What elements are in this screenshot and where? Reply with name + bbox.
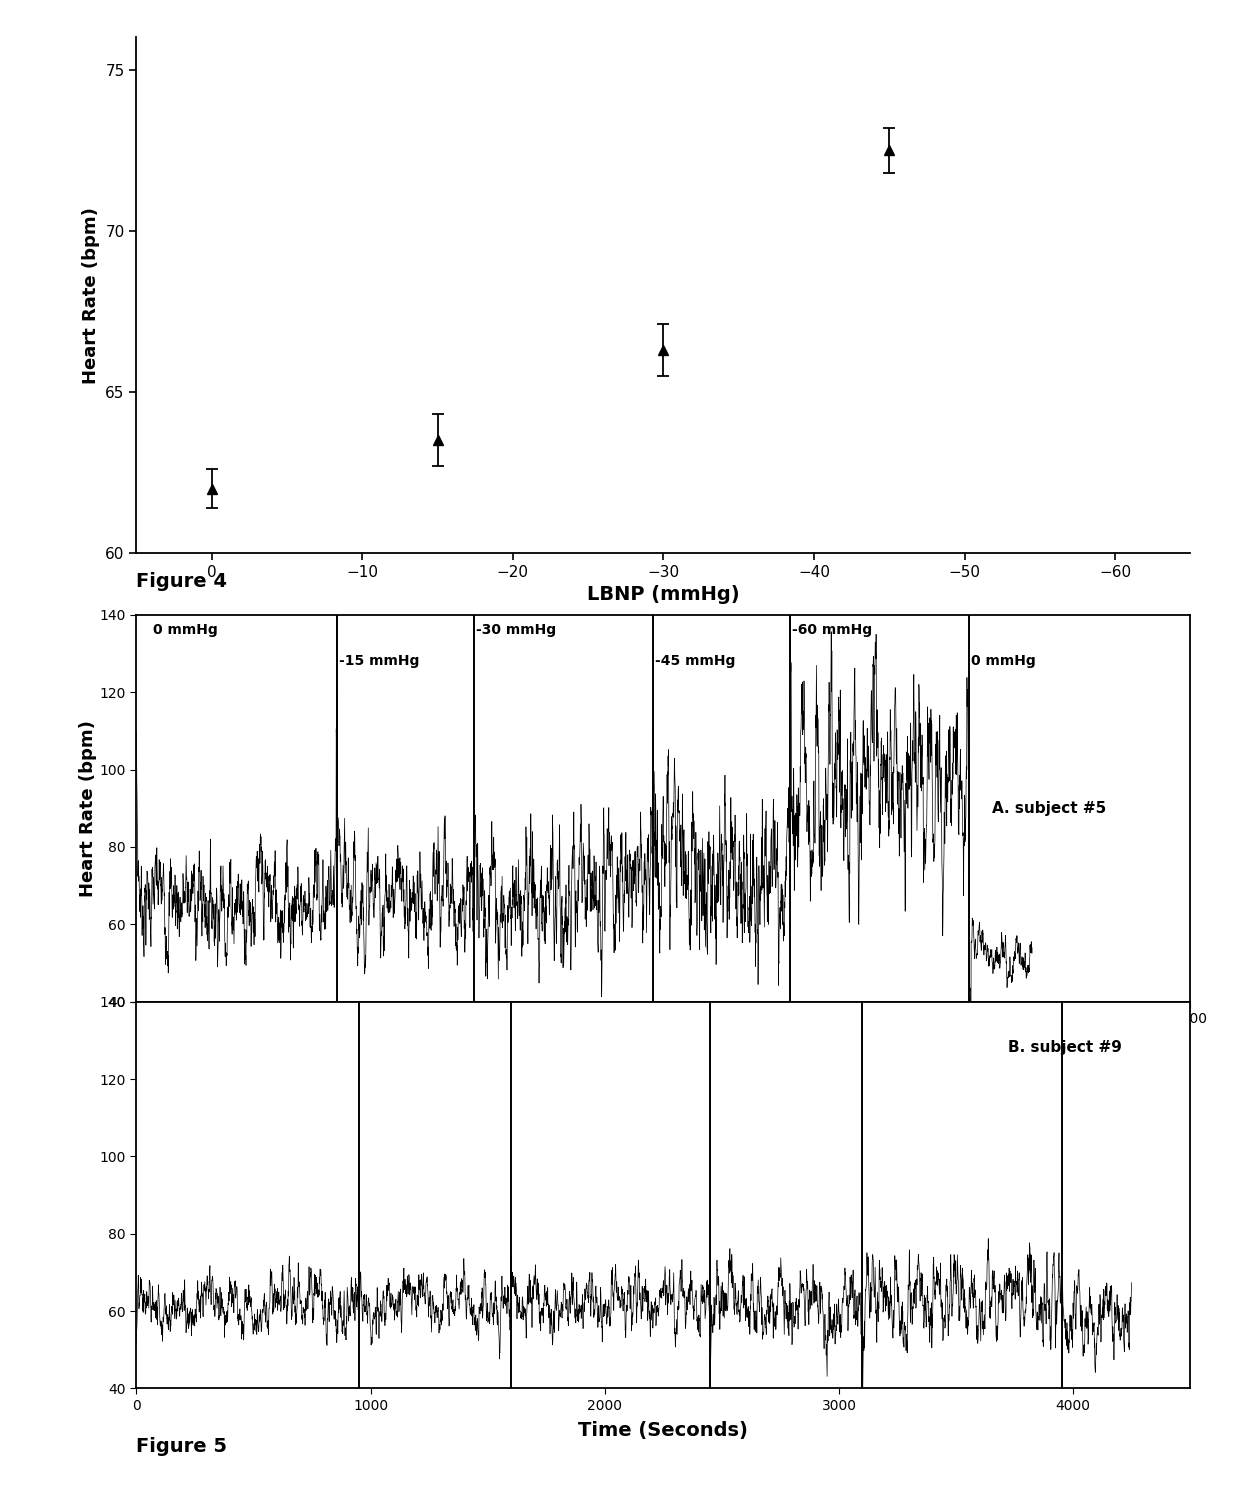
- Text: Figure 4: Figure 4: [136, 572, 227, 591]
- Text: -15 mmHg: -15 mmHg: [339, 654, 419, 667]
- Y-axis label: Heart Rate (bpm): Heart Rate (bpm): [79, 720, 97, 897]
- Text: 0 mmHg: 0 mmHg: [154, 623, 218, 636]
- Text: -30 mmHg: -30 mmHg: [476, 623, 556, 636]
- Y-axis label: Heart Rate (bpm): Heart Rate (bpm): [82, 206, 99, 384]
- Text: -45 mmHg: -45 mmHg: [655, 654, 735, 667]
- X-axis label: Time (Seconds): Time (Seconds): [579, 1421, 748, 1441]
- X-axis label: LBNP (mmHg): LBNP (mmHg): [587, 585, 740, 605]
- Text: A. subject #5: A. subject #5: [992, 800, 1106, 815]
- Text: -60 mmHg: -60 mmHg: [792, 623, 872, 636]
- Text: 0 mmHg: 0 mmHg: [971, 654, 1035, 667]
- Text: Figure 5: Figure 5: [136, 1436, 227, 1456]
- Text: B. subject #9: B. subject #9: [1008, 1041, 1122, 1056]
